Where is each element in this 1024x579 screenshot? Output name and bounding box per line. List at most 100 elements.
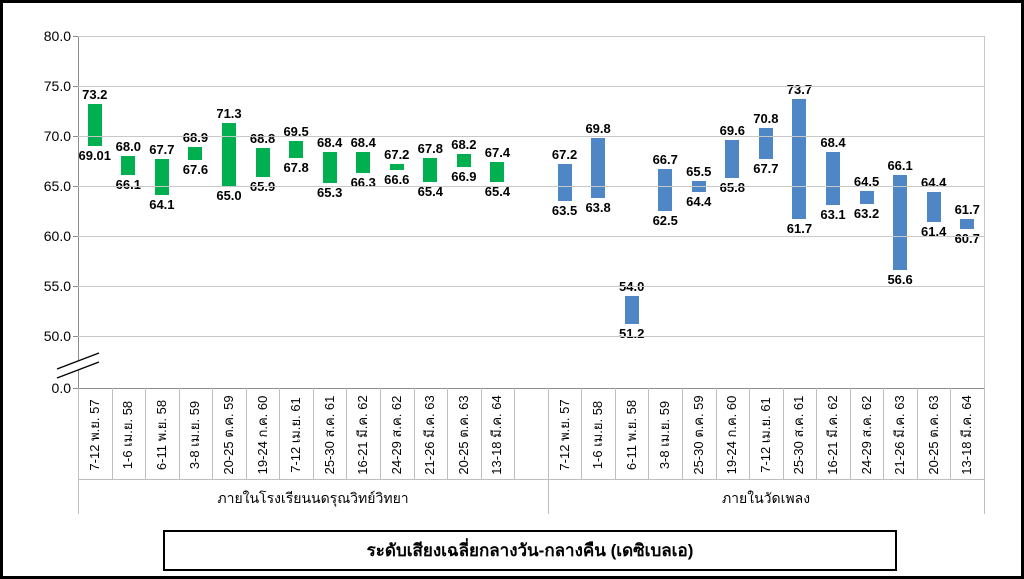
cell-divider <box>145 388 146 479</box>
bar-high-label: 64.4 <box>921 175 947 190</box>
cell-divider <box>917 388 918 479</box>
range-bar <box>859 191 874 204</box>
gridline <box>78 236 984 237</box>
y-axis-tick <box>73 186 78 187</box>
cell-divider <box>279 388 280 479</box>
chart-title: ระดับเสียงเฉลี่ยกลางวัน-กลางคืน (เดซิเบล… <box>366 541 694 560</box>
bar-low-label: 63.8 <box>585 200 611 215</box>
bar-high-label: 67.8 <box>417 141 443 156</box>
range-bar <box>926 192 941 222</box>
y-axis-tick <box>73 286 78 287</box>
bar-high-label: 65.5 <box>686 164 712 179</box>
x-axis-label: 13-18 มี.ค. 64 <box>489 395 505 475</box>
bar-high-label: 68.4 <box>820 135 846 150</box>
cell-divider <box>380 388 381 479</box>
cell-divider <box>783 388 784 479</box>
bar-high-label: 69.6 <box>719 123 745 138</box>
cell-divider <box>816 388 817 479</box>
bar-low-label: 63.5 <box>551 203 578 218</box>
x-axis-line <box>78 388 984 389</box>
range-bar <box>423 158 438 182</box>
x-axis-label: 25-30 ต.ค. 59 <box>690 395 706 475</box>
bar-low-label: 61.4 <box>921 224 947 239</box>
gridline <box>78 136 984 137</box>
bar-low-label: 65.0 <box>216 188 242 203</box>
bar-high-label: 67.7 <box>149 142 175 157</box>
y-axis-tick <box>73 86 78 87</box>
bar-high-label: 68.2 <box>451 137 477 152</box>
cell-divider <box>883 388 884 479</box>
x-axis-label: 6-11 พ.ย. 58 <box>153 399 169 471</box>
y-axis-label: 80.0 <box>43 28 71 44</box>
range-bar <box>289 141 304 158</box>
gridline <box>78 186 984 187</box>
range-bar <box>557 164 572 201</box>
gridline <box>78 36 984 37</box>
bar-high-label: 73.2 <box>82 87 108 102</box>
cell-divider <box>346 388 347 479</box>
chart-title-box: ระดับเสียงเฉลี่ยกลางวัน-กลางคืน (เดซิเบล… <box>163 530 897 571</box>
bar-low-label: 66.1 <box>115 177 141 192</box>
x-axis-label: 24-29 ส.ค. 62 <box>858 395 874 475</box>
cell-divider <box>850 388 851 479</box>
x-axis-label: 20-25 ต.ค. 59 <box>221 395 236 475</box>
axis-break-icon <box>56 352 100 379</box>
y-axis-tick <box>73 136 78 137</box>
bar-low-label: 60.7 <box>954 231 980 246</box>
bar-low-label: 63.1 <box>820 207 846 222</box>
x-axis-label: 20-25 ต.ค. 63 <box>455 395 471 475</box>
range-bar <box>322 152 337 183</box>
bar-high-label: 68.9 <box>182 130 209 145</box>
group-divider <box>548 388 549 514</box>
x-axis-label: 1-6 เม.ย. 58 <box>120 400 136 470</box>
bar-low-label: 66.6 <box>384 172 410 187</box>
bar-low-label: 65.4 <box>484 184 511 199</box>
group-label-temple: ภายในวัดเพลง <box>721 490 811 506</box>
y-axis-label: 70.0 <box>43 128 71 144</box>
cell-divider <box>615 388 616 479</box>
bar-high-label: 69.5 <box>283 124 309 139</box>
range-bar <box>658 169 673 211</box>
bar-low-label: 62.5 <box>652 213 678 228</box>
y-axis-label: 55.0 <box>43 278 71 294</box>
x-axis-label: 7-12 พ.ย. 57 <box>556 399 572 471</box>
cell-divider <box>749 388 750 479</box>
bar-high-label: 71.3 <box>216 106 242 121</box>
group-label-school: ภายในโรงเรียนนดรุณวิทย์วิทยา <box>217 490 409 506</box>
y-axis-tick <box>73 36 78 37</box>
range-bar <box>188 147 203 160</box>
bar-high-label: 66.7 <box>652 152 678 167</box>
cell-divider <box>112 388 113 479</box>
bar-low-label: 64.4 <box>686 194 712 209</box>
x-axis-label: 25-30 ส.ค. 61 <box>791 395 807 475</box>
range-bar <box>222 123 236 186</box>
range-bar <box>960 219 975 229</box>
cell-divider <box>481 388 482 479</box>
bar-high-label: 69.8 <box>585 121 611 136</box>
gridline <box>78 336 984 337</box>
range-bar <box>725 140 740 178</box>
x-axis-label: 6-11 พ.ย. 58 <box>623 399 639 471</box>
x-axis-label: 19-24 ก.ค. 60 <box>254 395 270 475</box>
bar-low-label: 65.3 <box>317 185 343 200</box>
range-bar <box>121 156 136 175</box>
y-axis-label: 65.0 <box>43 178 71 194</box>
x-axis-label: 21-26 มี.ค. 63 <box>892 395 908 475</box>
bar-low-label: 61.7 <box>786 221 813 236</box>
bar-low-label: 67.6 <box>182 162 209 177</box>
bar-low-label: 69.01 <box>78 147 112 163</box>
cell-divider <box>716 388 717 479</box>
bar-high-label: 54.0 <box>619 279 645 294</box>
x-axis-label: 7-12 เม.ย. 61 <box>757 397 773 473</box>
y-axis-tick <box>73 388 78 389</box>
plot-right-border <box>984 36 985 388</box>
x-axis-label: 16-21 มี.ค. 62 <box>825 395 840 475</box>
cell-divider <box>950 388 951 479</box>
range-bar <box>356 152 371 173</box>
range-bar <box>389 164 404 170</box>
range-bar <box>826 152 840 205</box>
bar-low-label: 67.7 <box>753 161 779 176</box>
bar-high-label: 67.2 <box>384 147 410 162</box>
y-axis-tick <box>73 236 78 237</box>
